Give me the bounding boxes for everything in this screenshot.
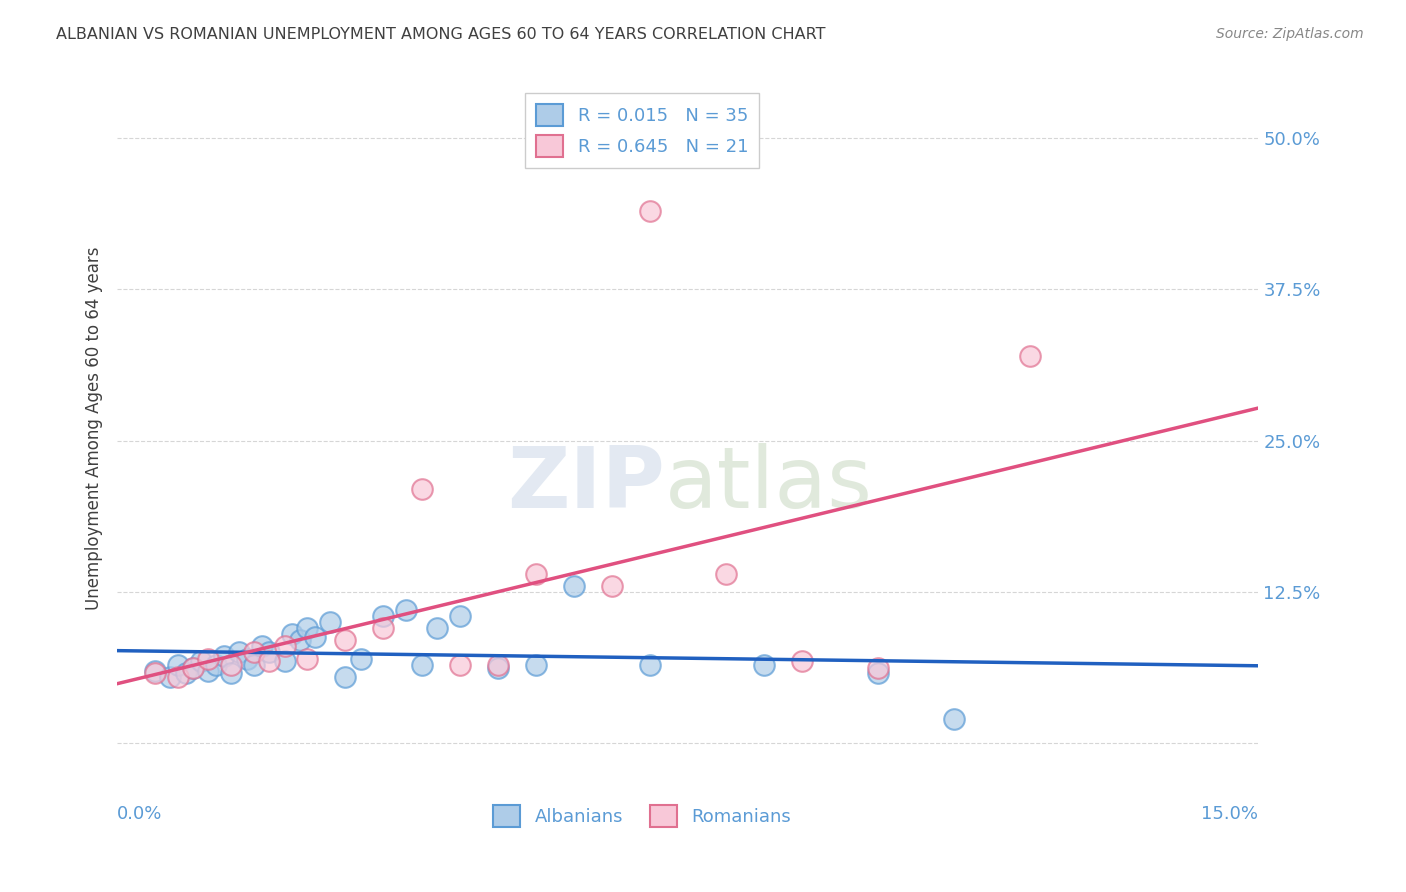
Legend: Albanians, Romanians: Albanians, Romanians bbox=[485, 797, 799, 834]
Point bbox=[297, 621, 319, 635]
Point bbox=[1019, 349, 1042, 363]
Text: ZIP: ZIP bbox=[508, 443, 665, 526]
Point bbox=[350, 651, 373, 665]
Point bbox=[197, 664, 219, 678]
Point bbox=[181, 661, 204, 675]
Text: Source: ZipAtlas.com: Source: ZipAtlas.com bbox=[1216, 27, 1364, 41]
Text: ALBANIAN VS ROMANIAN UNEMPLOYMENT AMONG AGES 60 TO 64 YEARS CORRELATION CHART: ALBANIAN VS ROMANIAN UNEMPLOYMENT AMONG … bbox=[56, 27, 825, 42]
Point bbox=[273, 640, 295, 654]
Point bbox=[638, 657, 661, 672]
Point bbox=[449, 657, 471, 672]
Point bbox=[411, 482, 433, 496]
Point bbox=[243, 657, 266, 672]
Point bbox=[395, 603, 418, 617]
Point bbox=[449, 609, 471, 624]
Point bbox=[205, 657, 228, 672]
Text: 15.0%: 15.0% bbox=[1202, 805, 1258, 822]
Point bbox=[411, 657, 433, 672]
Point bbox=[212, 649, 235, 664]
Point bbox=[373, 609, 395, 624]
Point bbox=[174, 666, 197, 681]
Point bbox=[143, 666, 166, 681]
Point bbox=[486, 657, 509, 672]
Point bbox=[304, 630, 326, 644]
Point bbox=[335, 633, 357, 648]
Text: atlas: atlas bbox=[665, 443, 873, 526]
Point bbox=[373, 621, 395, 635]
Point bbox=[288, 633, 311, 648]
Point bbox=[866, 666, 889, 681]
Point bbox=[181, 661, 204, 675]
Point bbox=[319, 615, 342, 630]
Point bbox=[250, 640, 273, 654]
Point bbox=[714, 566, 737, 581]
Point bbox=[524, 566, 547, 581]
Point bbox=[259, 654, 281, 668]
Point bbox=[281, 627, 304, 641]
Text: 0.0%: 0.0% bbox=[117, 805, 163, 822]
Point bbox=[235, 651, 257, 665]
Y-axis label: Unemployment Among Ages 60 to 64 years: Unemployment Among Ages 60 to 64 years bbox=[86, 247, 103, 610]
Point bbox=[259, 645, 281, 659]
Point bbox=[167, 670, 190, 684]
Point bbox=[221, 657, 243, 672]
Point bbox=[866, 661, 889, 675]
Point bbox=[297, 651, 319, 665]
Point bbox=[524, 657, 547, 672]
Point bbox=[426, 621, 449, 635]
Point bbox=[197, 651, 219, 665]
Point bbox=[600, 579, 623, 593]
Point bbox=[228, 645, 250, 659]
Point bbox=[221, 666, 243, 681]
Point bbox=[159, 670, 181, 684]
Point bbox=[243, 645, 266, 659]
Point bbox=[562, 579, 585, 593]
Point bbox=[335, 670, 357, 684]
Point bbox=[273, 654, 295, 668]
Point bbox=[943, 712, 966, 726]
Point bbox=[190, 654, 212, 668]
Point bbox=[638, 203, 661, 218]
Point bbox=[167, 657, 190, 672]
Point bbox=[486, 661, 509, 675]
Point bbox=[752, 657, 775, 672]
Point bbox=[143, 664, 166, 678]
Point bbox=[790, 654, 813, 668]
